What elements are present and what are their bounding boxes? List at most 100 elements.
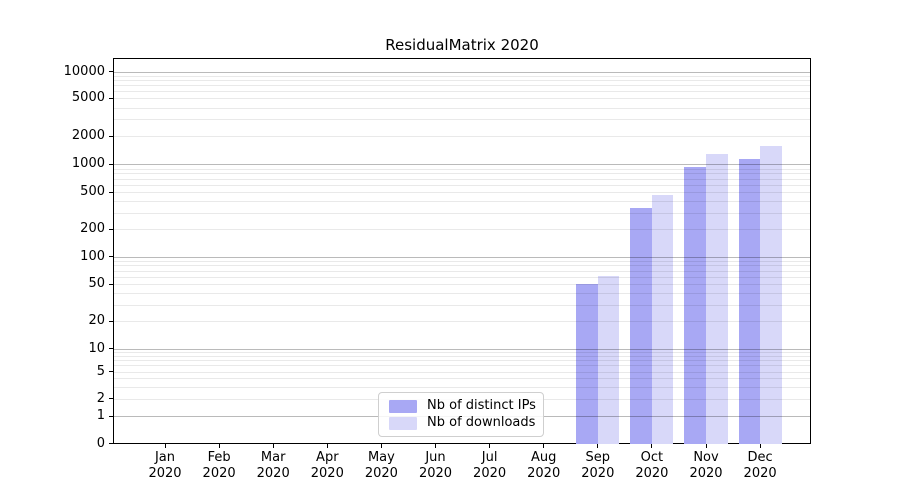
x-tick-label: Apr 2020 (310, 450, 344, 481)
gridline-major (114, 71, 810, 73)
legend-entry-distinct-ips: Nb of distinct IPs (389, 398, 536, 414)
x-tick-label: May 2020 (364, 450, 398, 481)
x-tick-mark (543, 444, 545, 448)
y-tick-label: 10000 (63, 63, 105, 79)
y-tick-mark (109, 348, 113, 349)
gridline-minor (114, 119, 810, 121)
gridline-minor (114, 284, 810, 286)
x-tick-mark (759, 444, 761, 448)
gridline-minor (114, 107, 810, 109)
gridline-minor (114, 98, 810, 100)
y-tick-mark (109, 228, 113, 230)
gridline-minor (114, 85, 810, 87)
x-tick-mark (435, 444, 436, 448)
x-tick-label: Jul 2020 (473, 450, 507, 481)
gridline-minor (114, 360, 810, 362)
x-tick-mark (597, 444, 599, 448)
x-tick-label: Aug 2020 (527, 450, 561, 481)
bar-downloads-nov (706, 154, 728, 444)
gridline-minor (114, 270, 810, 272)
chart-title: ResidualMatrix 2020 (385, 36, 539, 54)
x-tick-label: Nov 2020 (689, 450, 723, 481)
gridline-major (114, 164, 810, 166)
bar-distinct-ips-nov (684, 166, 706, 444)
x-tick-label: Dec 2020 (743, 450, 777, 481)
y-tick-mark (109, 443, 113, 444)
y-tick-label: 50 (88, 276, 105, 292)
gridline-minor (114, 136, 810, 138)
legend-swatch-distinct-ips-icon (389, 399, 417, 413)
gridline-minor (114, 277, 810, 279)
y-tick-label: 500 (80, 184, 105, 199)
y-tick-label: 0 (96, 435, 105, 451)
y-tick-mark (109, 283, 113, 285)
gridline-minor (114, 371, 810, 373)
legend-swatch-downloads-icon (389, 416, 417, 430)
legend-label-downloads: Nb of downloads (427, 415, 536, 430)
y-tick-mark (109, 415, 113, 417)
x-tick-label: Feb 2020 (202, 450, 236, 481)
gridline-minor (114, 75, 810, 77)
y-tick-mark (109, 256, 113, 257)
gridline-minor (114, 168, 810, 170)
x-tick-label: Mar 2020 (256, 450, 290, 481)
x-tick-mark (326, 444, 328, 448)
x-tick-mark (218, 444, 220, 448)
gridline-major (114, 348, 810, 350)
bar-distinct-ips-sep (576, 284, 598, 444)
y-tick-mark (109, 97, 113, 99)
gridline-minor (114, 304, 810, 306)
legend: Nb of distinct IPs Nb of downloads (378, 392, 544, 437)
y-tick-label: 2 (96, 390, 105, 406)
x-tick-label: Jan 2020 (148, 450, 182, 481)
x-tick-mark (651, 444, 653, 448)
gridline-minor (114, 260, 810, 262)
x-tick-mark (489, 444, 491, 448)
gridline-minor (114, 212, 810, 214)
y-tick-label: 2000 (71, 128, 105, 144)
y-tick-label: 5000 (71, 90, 105, 106)
y-tick-mark (109, 135, 113, 137)
gridline-minor (114, 201, 810, 202)
legend-label-distinct-ips: Nb of distinct IPs (427, 398, 536, 413)
x-tick-label: Sep 2020 (581, 450, 615, 481)
y-tick-label: 200 (80, 221, 105, 236)
gridline-minor (114, 293, 810, 295)
y-tick-mark (109, 71, 113, 73)
gridline-minor (114, 173, 810, 175)
bar-downloads-sep (597, 275, 620, 444)
x-tick-mark (380, 444, 382, 448)
x-tick-mark (164, 444, 166, 448)
gridline-minor (114, 365, 810, 367)
x-tick-mark (705, 444, 707, 448)
y-tick-mark (109, 398, 113, 399)
gridline-minor (114, 91, 810, 93)
x-tick-mark (272, 444, 274, 448)
y-tick-label: 10 (88, 340, 105, 356)
x-tick-label: Jun 2020 (418, 450, 453, 481)
y-tick-mark (109, 371, 113, 372)
bar-downloads-dec (760, 145, 782, 444)
bar-distinct-ips-dec (738, 159, 761, 444)
y-tick-mark (109, 163, 113, 165)
gridline-minor (114, 229, 810, 230)
y-tick-mark (109, 191, 113, 193)
gridline-minor (114, 378, 810, 380)
y-tick-mark (109, 320, 113, 322)
y-tick-label: 100 (80, 248, 105, 264)
gridline-minor (114, 192, 810, 193)
y-tick-label: 5 (96, 363, 105, 379)
x-tick-label: Oct 2020 (635, 450, 669, 481)
gridline-minor (114, 386, 810, 388)
gridline-minor (114, 184, 810, 186)
gridline-minor (114, 321, 810, 322)
gridline-minor (114, 351, 810, 353)
gridline-minor (114, 355, 810, 357)
gridline-minor (114, 265, 810, 267)
y-tick-label: 20 (88, 313, 105, 328)
gridline-major (114, 256, 810, 258)
legend-entry-downloads: Nb of downloads (389, 415, 536, 431)
gridline-minor (114, 80, 810, 82)
y-tick-label: 1 (96, 408, 105, 423)
